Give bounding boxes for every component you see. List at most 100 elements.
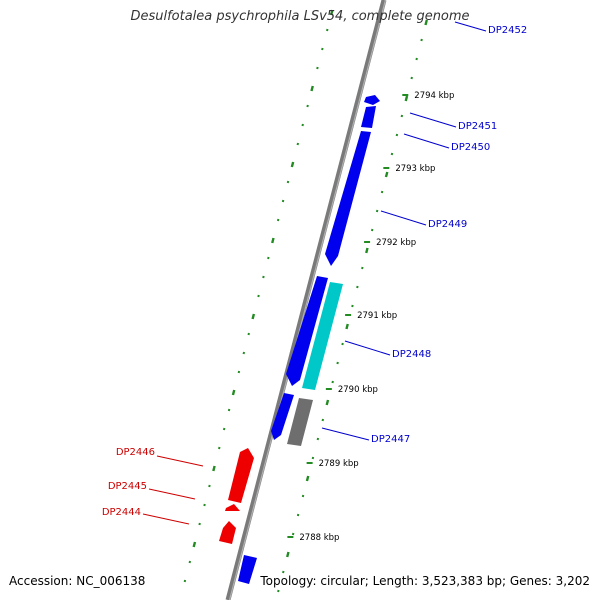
gene-DP2449-arrow[interactable]: [325, 131, 371, 266]
gc-tick-mark: [271, 237, 275, 244]
gc-tick-mark: [208, 484, 211, 488]
gc-tick-mark: [188, 560, 192, 564]
gene-labels: DP2452 DP2451 DP2450 DP2449 DP2448 DP2447 DP24…: [102, 21, 527, 525]
reverse-strand-genes: [219, 448, 254, 544]
gene-label-DP2446[interactable]: DP2446: [116, 447, 155, 458]
gc-tick-mark: [212, 465, 216, 472]
gene-DP2448-highlight[interactable]: [302, 282, 343, 390]
gene-leader-line: [454, 21, 487, 32]
gene-leader-line: [380, 210, 427, 226]
gc-tick-mark: [231, 389, 236, 396]
gc-tick-mark: [262, 275, 265, 279]
gene-DP2447-grey[interactable]: [287, 398, 313, 446]
gc-tick-mark: [384, 171, 389, 178]
gc-tick-mark: [370, 228, 374, 232]
gene-label-DP2452[interactable]: DP2452: [488, 25, 527, 36]
gene-DP2447-arrow[interactable]: [271, 393, 294, 440]
gc-tick-mark: [380, 190, 384, 194]
gc-tick-mark: [341, 342, 344, 346]
gc-tick-mark: [251, 313, 256, 320]
scale-tick-label: 2788 kbp: [299, 533, 339, 543]
gc-tick-mark: [321, 418, 325, 422]
gc-tick-mark: [237, 370, 241, 374]
gc-tick-mark: [400, 114, 404, 118]
gene-DP2445-arrow[interactable]: [225, 504, 240, 511]
gc-tick-mark: [351, 304, 354, 308]
scale-tick-label: 2793 kbp: [395, 164, 435, 174]
gc-tick-mark: [286, 551, 290, 558]
gene-leader-line: [321, 427, 370, 441]
gc-content-track-outer: [277, 19, 428, 593]
gc-tick-mark: [227, 408, 231, 412]
gc-tick-mark: [331, 380, 334, 384]
scale-tick-label: 2791 kbp: [357, 311, 397, 321]
gc-tick-mark: [410, 76, 413, 80]
gc-tick-mark: [329, 9, 334, 16]
gc-tick-mark: [316, 66, 319, 70]
gc-tick-mark: [276, 218, 280, 222]
gc-tick-mark: [290, 161, 295, 168]
gc-tick-mark: [301, 494, 305, 498]
gc-tick-mark: [247, 332, 250, 336]
gc-tick-mark: [257, 294, 260, 298]
gc-tick-mark: [326, 28, 329, 32]
gene-label-DP2450[interactable]: DP2450: [451, 142, 490, 153]
genome-summary-text: Topology: circular; Length: 3,523,383 bp…: [260, 574, 590, 588]
gc-tick-mark: [282, 570, 285, 574]
gene-partial-bottom-arrow[interactable]: [238, 555, 257, 584]
gc-tick-mark: [365, 247, 369, 254]
gc-tick-mark: [281, 199, 285, 203]
gc-tick-mark: [192, 541, 197, 548]
gene-leader-line: [142, 513, 190, 525]
gene-DP2444-arrow[interactable]: [219, 521, 236, 544]
gene-DP2450-arrow[interactable]: [361, 106, 376, 128]
gc-tick-mark: [301, 123, 304, 127]
gc-tick-mark: [291, 532, 295, 536]
gc-tick-mark: [395, 133, 399, 137]
gc-tick-mark: [321, 47, 324, 51]
accession-text: Accession: NC_006138: [9, 574, 146, 588]
gc-tick-mark: [345, 323, 349, 330]
gene-label-DP2445[interactable]: DP2445: [108, 481, 147, 492]
gc-tick-mark: [325, 399, 330, 406]
gc-tick-mark: [305, 475, 310, 482]
gc-tick-mark: [296, 142, 300, 146]
gc-tick-mark: [310, 85, 314, 92]
gc-tick-mark: [390, 152, 394, 156]
gc-tick-mark: [404, 95, 409, 102]
gene-label-DP2448[interactable]: DP2448: [392, 349, 431, 360]
gc-tick-mark: [203, 503, 206, 507]
gc-tick-mark: [316, 437, 320, 441]
gene-leader-line: [344, 340, 391, 356]
scale-ticks: 2794 kbp 2793 kbp 2792 kbp 2791 kbp 2790 kbp…: [287, 91, 454, 543]
map-title: Desulfotalea psychrophila LSv54, complet…: [130, 9, 470, 24]
gene-DP2446-arrow[interactable]: [228, 448, 254, 503]
gene-label-DP2447[interactable]: DP2447: [371, 434, 410, 445]
gene-label-DP2451[interactable]: DP2451: [458, 121, 497, 132]
gc-tick-mark: [277, 589, 280, 593]
genome-backbone: [225, 0, 387, 600]
gc-tick-mark: [375, 209, 379, 213]
gc-tick-mark: [296, 513, 300, 517]
gc-tick-mark: [306, 104, 309, 108]
gc-tick-mark: [311, 456, 315, 460]
gene-label-DP2449[interactable]: DP2449: [428, 219, 467, 230]
gene-leader-line: [403, 133, 450, 149]
gc-tick-mark: [198, 522, 201, 526]
gene-DP2448-arrow[interactable]: [286, 276, 328, 386]
gc-tick-mark: [415, 57, 418, 61]
gc-tick-mark: [218, 446, 221, 450]
gene-label-DP2444[interactable]: DP2444: [102, 507, 141, 518]
gc-tick-mark: [420, 38, 423, 42]
gc-tick-mark: [286, 180, 290, 184]
gc-tick-mark: [336, 361, 339, 365]
gene-DP2451-arrow[interactable]: [364, 95, 380, 105]
scale-tick-label: 2789 kbp: [319, 459, 359, 469]
gc-tick-mark: [267, 256, 270, 260]
gc-tick-mark: [222, 427, 226, 431]
gene-leader-line: [156, 455, 204, 467]
gc-tick-mark: [242, 351, 246, 355]
gene-leader-line: [409, 112, 457, 128]
